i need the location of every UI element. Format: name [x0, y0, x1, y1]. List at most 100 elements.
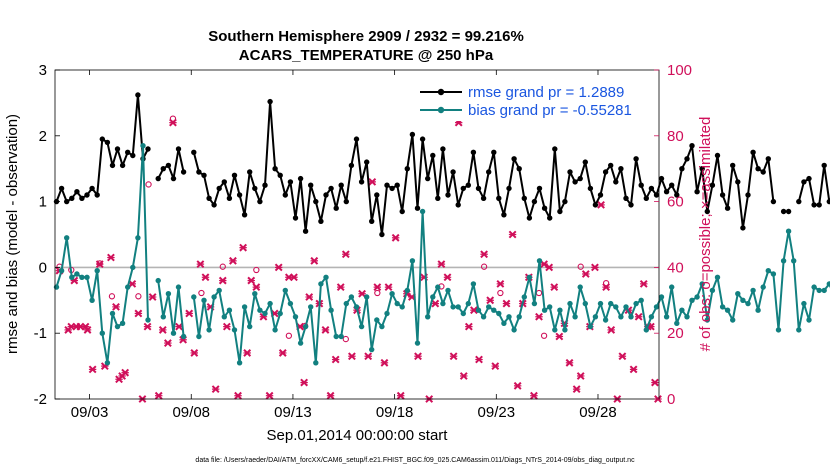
- bias-point: [404, 287, 410, 294]
- rmse-point: [669, 182, 675, 188]
- rmse-point: [724, 205, 731, 211]
- bias-point: [84, 274, 90, 280]
- rmse-point: [318, 218, 324, 224]
- obs-assimilated-marker: [459, 372, 468, 380]
- rmse-point: [816, 202, 822, 208]
- obs-assimilated-marker: [602, 283, 611, 292]
- bias-point: [689, 297, 695, 303]
- rmse-point: [262, 182, 268, 188]
- obs-assimilated-marker: [545, 263, 554, 272]
- bias-point: [816, 287, 822, 294]
- bias-point: [450, 304, 456, 310]
- rmse-point: [602, 169, 609, 175]
- bias-point: [531, 300, 538, 307]
- bias-point: [648, 314, 655, 320]
- rmse-point: [541, 205, 548, 211]
- bias-point: [302, 323, 309, 330]
- legend-box: [414, 76, 654, 121]
- bias-point: [333, 333, 339, 340]
- rmse-point: [460, 185, 466, 192]
- rmse-point: [709, 182, 716, 188]
- rmse-point: [653, 192, 660, 198]
- rmse-point: [506, 185, 512, 192]
- legend-rmse-label: rmse grand pr = 1.2889: [468, 84, 624, 101]
- bias-point: [257, 307, 263, 313]
- bias-point: [679, 307, 685, 313]
- rmse-point: [608, 162, 614, 169]
- bias-point: [501, 320, 507, 326]
- rmse-point: [394, 182, 400, 188]
- bias-point: [196, 333, 202, 340]
- bias-point: [663, 314, 670, 320]
- rmse-point: [272, 166, 278, 172]
- y-tick-label: -1: [34, 325, 47, 342]
- obs-assimilated-marker: [112, 302, 120, 311]
- obs-assimilated-marker: [239, 243, 248, 252]
- obs-assimilated-marker: [310, 256, 319, 265]
- rmse-point: [648, 185, 655, 192]
- bias-point: [643, 327, 649, 333]
- y-axis-right-ticks: 0 20 40 60 80 100: [654, 62, 692, 408]
- bias-point: [292, 314, 299, 320]
- rmse-point: [425, 175, 431, 182]
- rmse-point: [180, 169, 187, 175]
- rmse-legend-marker: [437, 88, 445, 96]
- bias-point: [465, 300, 471, 307]
- bias-point: [521, 294, 527, 300]
- rmse-point: [658, 175, 665, 182]
- rmse-point: [587, 185, 594, 192]
- bias-point: [806, 317, 812, 323]
- rmse-point: [633, 156, 639, 162]
- bias-point: [313, 360, 319, 366]
- rmse-point: [536, 185, 543, 192]
- obs-assimilated-marker: [247, 276, 256, 285]
- obs-assimilated-marker: [148, 293, 157, 301]
- bias-point: [541, 307, 548, 313]
- bias-point: [94, 268, 100, 274]
- bias-point: [262, 310, 268, 317]
- rmse-point: [552, 146, 558, 152]
- bias-point: [506, 314, 512, 320]
- bias-point: [252, 291, 258, 297]
- bias-point: [486, 304, 492, 310]
- rmse-point: [221, 179, 227, 185]
- rmse-series: [53, 92, 830, 238]
- obs-assimilated-marker: [300, 378, 309, 387]
- obs-assimilated-marker: [121, 368, 130, 377]
- bias-point: [597, 300, 604, 307]
- rmse-point: [496, 195, 502, 201]
- obs-assimilated-marker: [491, 362, 500, 371]
- y-tick-label: 0: [39, 259, 47, 276]
- rmse-point: [684, 156, 690, 162]
- rmse-point: [638, 182, 644, 188]
- obs-assimilated-marker: [475, 355, 483, 364]
- obs-assimilated-marker: [629, 365, 638, 374]
- bias-point: [348, 294, 355, 300]
- x-tick-label: 09/28: [579, 404, 617, 421]
- obs-assimilated-marker: [143, 322, 152, 331]
- rmse-point: [475, 185, 482, 192]
- rmse-point: [572, 179, 578, 185]
- obs-assimilated-marker: [414, 352, 422, 361]
- rmse-point: [785, 208, 792, 215]
- obs-assimilated-marker: [437, 260, 446, 269]
- rmse-line: [797, 164, 830, 206]
- bias-point: [165, 291, 172, 297]
- bias-point: [785, 228, 792, 234]
- bias-point: [125, 284, 131, 290]
- rmse-point: [358, 179, 365, 185]
- bias-point: [724, 307, 731, 313]
- obs-possible-marker: [198, 289, 205, 297]
- rmse-point: [252, 185, 258, 192]
- bias-point: [353, 304, 360, 310]
- obs-assimilated-marker: [154, 391, 163, 400]
- rmse-point: [806, 175, 812, 182]
- rmse-point: [491, 149, 497, 155]
- bias-point: [745, 300, 751, 307]
- y-right-tick-label: 20: [667, 325, 684, 342]
- rmse-point: [562, 198, 568, 205]
- rmse-point: [135, 92, 141, 98]
- obs-assimilated-marker: [480, 250, 489, 259]
- bias-point: [552, 327, 558, 333]
